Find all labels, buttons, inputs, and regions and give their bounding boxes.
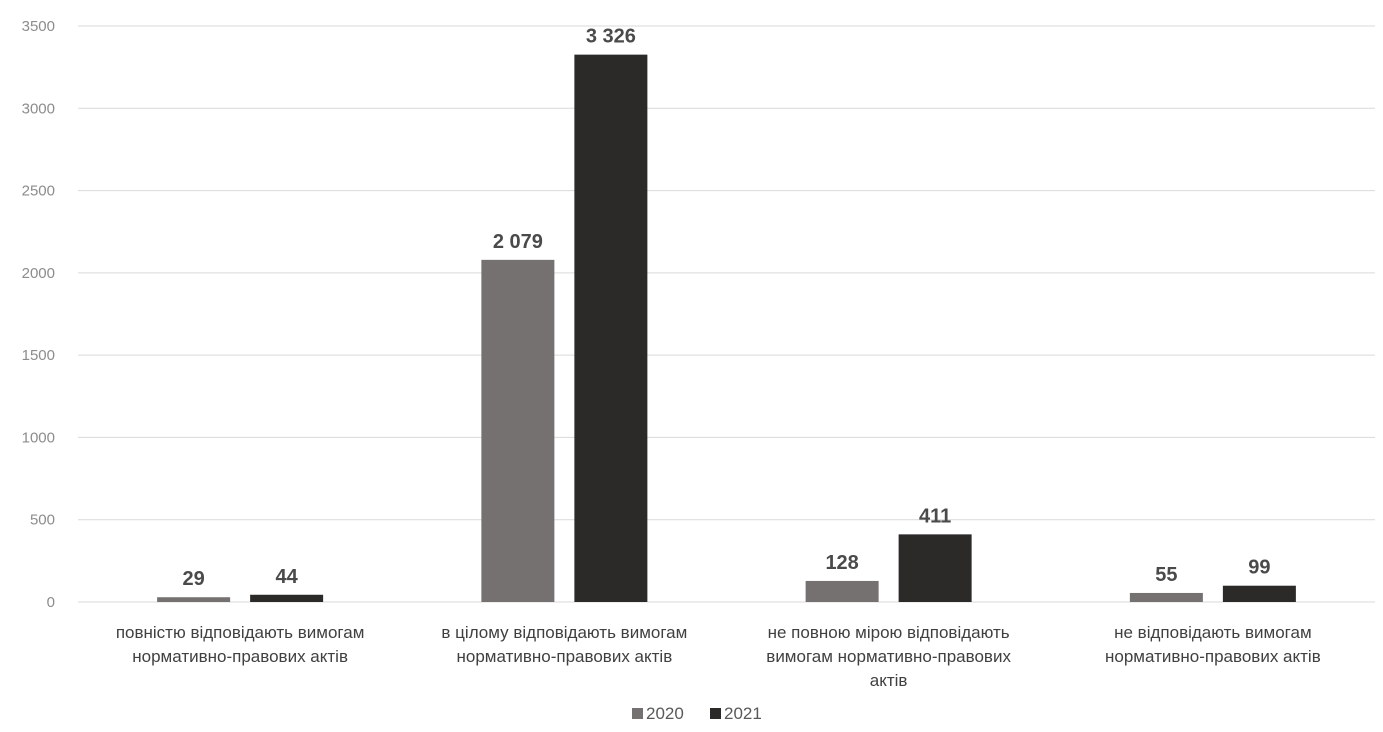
bar-2021-1 [574,54,648,602]
data-labels: 29 44 2 079 3 326 128 411 55 99 [183,26,1271,591]
data-label: 3 326 [586,26,636,48]
data-label: 411 [919,505,951,527]
y-tick-label: 0 [47,594,55,611]
x-category-label: в цілому відповідають вимогам нормативно-… [441,623,687,666]
data-label: 2 079 [493,231,543,253]
x-category-label-line: в цілому відповідають вимогам [441,623,687,642]
data-label: 44 [276,566,299,588]
y-tick-label: 1500 [22,347,55,364]
x-category-label-line: вимогам нормативно-правових [766,647,1011,666]
x-axis-category-labels: повністю відповідають вимогам нормативно-… [116,623,1321,690]
x-category-label-line: повністю відповідають вимогам [116,623,365,642]
gridlines [78,25,1375,603]
y-tick-label: 500 [30,512,55,529]
data-label: 29 [183,568,205,590]
x-category-label-line: не повною мірою відповідають [768,623,1010,642]
x-category-label-line: нормативно-правових актів [457,647,673,666]
x-category-label-line: нормативно-правових актів [132,647,348,666]
data-label: 99 [1248,557,1270,579]
x-category-label: не повною мірою відповідають вимогам норм… [766,623,1011,690]
bar-2020-1 [481,259,555,602]
x-category-label-line: не відповідають вимогам [1114,623,1312,642]
x-category-label: повністю відповідають вимогам нормативно-… [116,623,365,666]
legend-swatch-2021 [710,708,721,719]
bar-2021-0 [250,594,324,602]
bars [157,54,1296,602]
legend-label: 2021 [724,704,762,723]
legend: 2020 2021 [632,704,762,723]
bar-2021-3 [1222,585,1296,602]
y-tick-label: 3500 [22,18,55,35]
y-tick-label: 2500 [22,183,55,200]
y-axis-ticks: 0 500 1000 1500 2000 2500 3000 3500 [22,18,55,611]
legend-swatch-2020 [632,708,643,719]
x-category-label-line: нормативно-правових актів [1105,647,1321,666]
x-category-label-line: актів [870,671,908,690]
y-tick-label: 3000 [22,100,55,117]
bar-2021-2 [898,534,972,602]
y-tick-label: 1000 [22,429,55,446]
data-label: 55 [1155,564,1177,586]
bar-2020-0 [157,597,231,602]
bar-2020-3 [1129,592,1203,602]
bar-2020-2 [805,580,879,602]
legend-label: 2020 [646,704,684,723]
x-category-label: не відповідають вимогам нормативно-правов… [1105,623,1321,666]
data-label: 128 [825,552,858,574]
y-tick-label: 2000 [22,265,55,282]
